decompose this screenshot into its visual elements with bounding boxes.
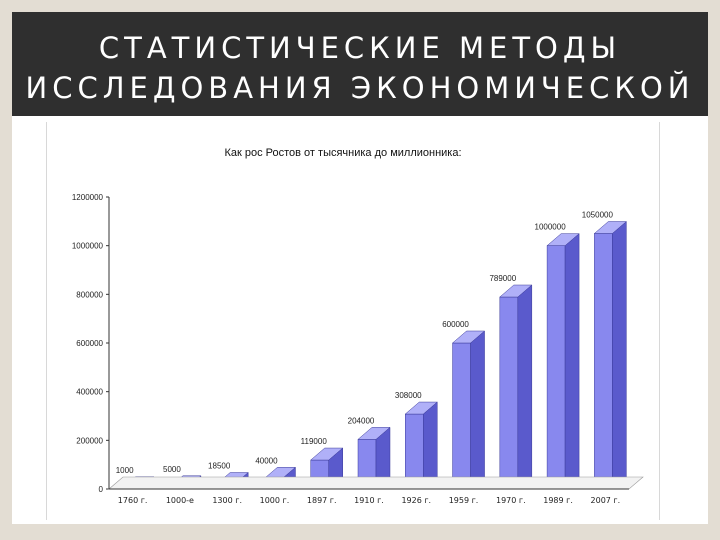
- bar-top: [593, 221, 628, 234]
- x-tick-label: 2007 г.: [591, 496, 621, 505]
- data-label: 119000: [301, 437, 328, 446]
- x-tick-label: 1926 г.: [401, 496, 431, 505]
- bar: [499, 284, 533, 490]
- data-label: 1000000: [535, 223, 567, 232]
- bar-side: [517, 284, 533, 490]
- y-tick-label: 200000: [76, 436, 103, 445]
- data-label: 18500: [208, 461, 231, 470]
- bar: [593, 220, 628, 490]
- y-axis: 0 200000 400000 600000 800000 1000000 1200000: [72, 193, 110, 494]
- x-axis: 1760 г. 1000-е 1300 г. 1000 г. 1897 г. 1910 г…: [108, 476, 644, 505]
- chart-frame: Как рос Ростов от тысячника до миллионни…: [46, 122, 660, 520]
- bar: [451, 330, 486, 490]
- bar-side: [612, 220, 627, 490]
- y-tick-label: 0: [99, 485, 104, 494]
- bar: [546, 233, 580, 490]
- slide-title: СТАТИСТИЧЕСКИЕ МЕТОДЫ ИССЛЕДОВАНИЯ ЭКОНО…: [25, 31, 695, 105]
- x-tick-label: 1000 г.: [260, 496, 290, 505]
- bar-front: [499, 296, 519, 490]
- chart-floor: [108, 476, 644, 490]
- y-tick-label: 400000: [76, 388, 103, 397]
- data-label: 1000: [116, 466, 134, 475]
- y-tick-label: 1000000: [72, 242, 104, 251]
- data-label: 600000: [442, 320, 469, 329]
- bar-top: [499, 284, 533, 298]
- bar-top: [546, 233, 580, 246]
- bar-side: [564, 233, 580, 490]
- y-tick-label: 600000: [76, 339, 103, 348]
- bar-top: [310, 447, 344, 461]
- bar-top: [404, 401, 438, 415]
- bar-top: [451, 330, 486, 344]
- bar: [404, 401, 438, 490]
- data-label: 1050000: [582, 211, 614, 220]
- chart-title: Как рос Ростов от тысячника до миллионни…: [224, 147, 461, 159]
- data-label: 789000: [489, 274, 516, 283]
- data-label: 204000: [348, 416, 375, 425]
- bar-front: [594, 233, 613, 490]
- y-tick-label: 1200000: [72, 193, 104, 202]
- bar-front: [452, 342, 471, 490]
- x-tick-label: 1897 г.: [307, 496, 337, 505]
- data-label: 308000: [395, 391, 422, 400]
- x-tick-label: 1970 г.: [496, 496, 526, 505]
- data-label: 5000: [163, 465, 181, 474]
- x-tick-label: 1760 г.: [118, 496, 148, 505]
- bar-top: [357, 427, 391, 440]
- x-tick-label: 1000-е: [166, 496, 194, 505]
- title-bar: СТАТИСТИЧЕСКИЕ МЕТОДЫ ИССЛЕДОВАНИЯ ЭКОНО…: [12, 12, 708, 116]
- bar-front: [546, 245, 566, 490]
- x-tick-label: 1959 г.: [449, 496, 479, 505]
- bars: 1000 5000 18500 40000 119000 204000 308000 6000…: [116, 211, 628, 490]
- x-tick-label: 1910 г.: [354, 496, 384, 505]
- data-label: 40000: [255, 456, 278, 465]
- bar-side: [470, 330, 485, 490]
- bar-side: [423, 401, 438, 490]
- y-tick-label: 800000: [76, 290, 103, 299]
- x-tick-label: 1989 г.: [543, 496, 573, 505]
- x-tick-label: 1300 г.: [212, 496, 242, 505]
- bar: [357, 426, 391, 490]
- population-bar-chart: Как рос Ростов от тысячника до миллионни…: [72, 147, 644, 505]
